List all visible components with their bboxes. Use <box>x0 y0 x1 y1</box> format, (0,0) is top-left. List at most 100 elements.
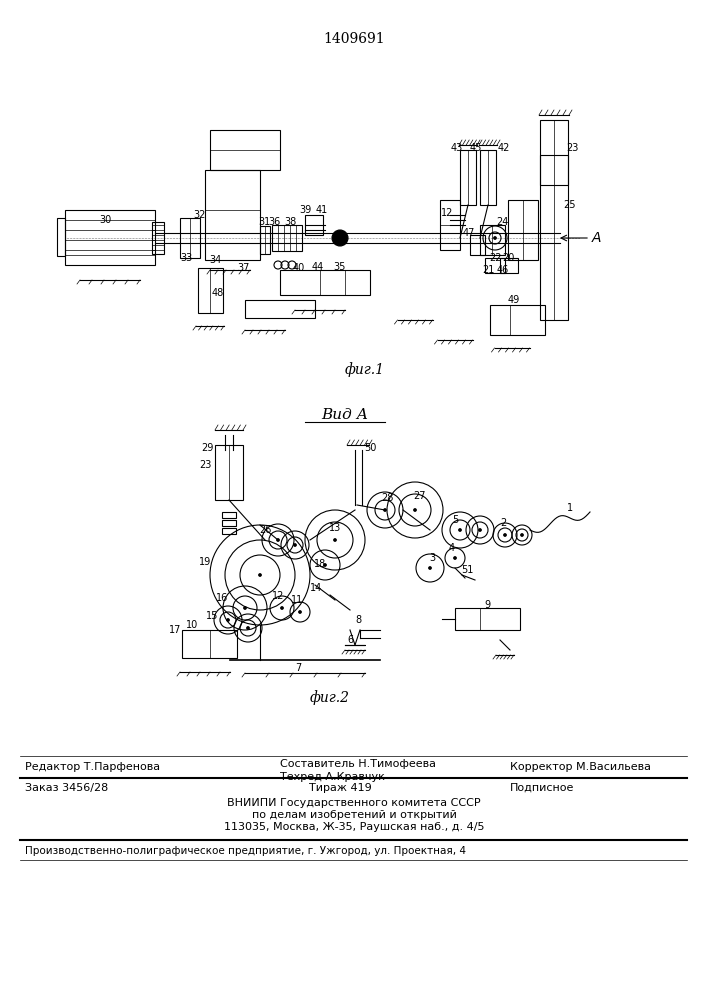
Text: 27: 27 <box>414 491 426 501</box>
Text: 33: 33 <box>180 253 192 263</box>
Bar <box>65 210 155 265</box>
Text: 22: 22 <box>489 253 501 263</box>
Circle shape <box>383 508 387 512</box>
Circle shape <box>334 538 337 542</box>
Bar <box>182 630 237 658</box>
Bar <box>500 258 518 273</box>
Text: 17: 17 <box>169 625 181 635</box>
Text: 44: 44 <box>312 262 324 272</box>
Text: 113035, Москва, Ж-35, Раушская наб., д. 4/5: 113035, Москва, Ж-35, Раушская наб., д. … <box>223 822 484 832</box>
Circle shape <box>503 534 506 536</box>
Circle shape <box>459 528 462 532</box>
Bar <box>57 218 65 256</box>
Text: 24: 24 <box>496 217 508 227</box>
Text: 23: 23 <box>566 143 578 153</box>
Text: 26: 26 <box>259 525 271 535</box>
Text: по делам изобретений и открытий: по делам изобретений и открытий <box>252 810 457 820</box>
Circle shape <box>281 606 284 609</box>
Bar <box>272 225 302 251</box>
Text: 38: 38 <box>284 217 296 227</box>
Circle shape <box>259 574 262 576</box>
Circle shape <box>276 538 279 542</box>
Text: 32: 32 <box>194 210 206 220</box>
Text: 16: 16 <box>216 593 228 603</box>
Text: 39: 39 <box>299 205 311 215</box>
Text: Тираж 419: Тираж 419 <box>309 783 371 793</box>
Bar <box>455 608 520 630</box>
Circle shape <box>428 566 431 570</box>
Text: 34: 34 <box>209 255 221 265</box>
Text: 42: 42 <box>498 143 510 153</box>
Text: 21: 21 <box>481 265 494 275</box>
Text: 23: 23 <box>199 460 211 470</box>
Text: 1: 1 <box>567 503 573 513</box>
Bar <box>280 270 370 295</box>
Text: Вид А: Вид А <box>322 408 368 422</box>
Text: 20: 20 <box>502 253 514 263</box>
Bar <box>198 268 223 313</box>
Bar <box>245 300 315 318</box>
Text: 29: 29 <box>201 443 214 453</box>
Circle shape <box>324 564 327 566</box>
Text: 47: 47 <box>463 228 475 238</box>
Bar <box>460 150 476 205</box>
Text: 35: 35 <box>334 262 346 272</box>
Text: 10: 10 <box>186 620 198 630</box>
Text: 19: 19 <box>199 557 211 567</box>
Text: 18: 18 <box>314 559 326 569</box>
Circle shape <box>453 556 457 560</box>
Text: 40: 40 <box>293 263 305 273</box>
Text: Подписное: Подписное <box>510 783 574 793</box>
Text: 50: 50 <box>364 443 376 453</box>
Bar <box>480 225 505 255</box>
Bar <box>485 258 505 273</box>
Text: ВНИИПИ Государственного комитета СССР: ВНИИПИ Государственного комитета СССР <box>227 798 481 808</box>
Bar <box>260 226 270 254</box>
Circle shape <box>243 606 247 609</box>
Bar <box>305 215 323 235</box>
Text: A: A <box>592 231 602 245</box>
Circle shape <box>479 528 481 532</box>
Bar <box>215 445 243 500</box>
Text: Составитель Н.Тимофеева: Составитель Н.Тимофеева <box>280 759 436 769</box>
Text: 28: 28 <box>381 493 393 503</box>
Text: 49: 49 <box>508 295 520 305</box>
Bar <box>508 200 538 260</box>
Text: 5: 5 <box>452 515 458 525</box>
Circle shape <box>293 544 296 546</box>
Bar <box>540 120 568 320</box>
Bar <box>205 170 260 260</box>
Text: 30: 30 <box>99 215 111 225</box>
Bar <box>480 150 496 205</box>
Text: 9: 9 <box>484 600 490 610</box>
Text: 1409691: 1409691 <box>323 32 385 46</box>
Circle shape <box>520 534 523 536</box>
Text: 46: 46 <box>497 265 509 275</box>
Bar <box>222 512 236 518</box>
Bar <box>540 155 568 185</box>
Text: Производственно-полиграфическое предприятие, г. Ужгород, ул. Проектная, 4: Производственно-полиграфическое предприя… <box>25 846 466 856</box>
Circle shape <box>414 508 416 512</box>
Bar <box>470 235 485 255</box>
Text: 12: 12 <box>271 591 284 601</box>
Text: 48: 48 <box>212 288 224 298</box>
Text: 6: 6 <box>347 635 353 645</box>
Circle shape <box>247 626 250 630</box>
Text: 8: 8 <box>355 615 361 625</box>
Text: Редактор Т.Парфенова: Редактор Т.Парфенова <box>25 762 160 772</box>
Bar <box>222 520 236 526</box>
Circle shape <box>298 610 301 613</box>
Bar <box>152 222 164 254</box>
Text: 43: 43 <box>451 143 463 153</box>
Text: 15: 15 <box>206 611 218 621</box>
Text: 4: 4 <box>449 543 455 553</box>
Bar <box>440 200 460 250</box>
Text: 14: 14 <box>310 583 322 593</box>
Text: 45: 45 <box>470 143 482 153</box>
Bar <box>210 130 280 170</box>
Text: 25: 25 <box>563 200 576 210</box>
Text: 13: 13 <box>329 523 341 533</box>
Text: Корректор М.Васильева: Корректор М.Васильева <box>510 762 651 772</box>
Text: Заказ 3456/28: Заказ 3456/28 <box>25 783 108 793</box>
Text: 31: 31 <box>258 217 270 227</box>
